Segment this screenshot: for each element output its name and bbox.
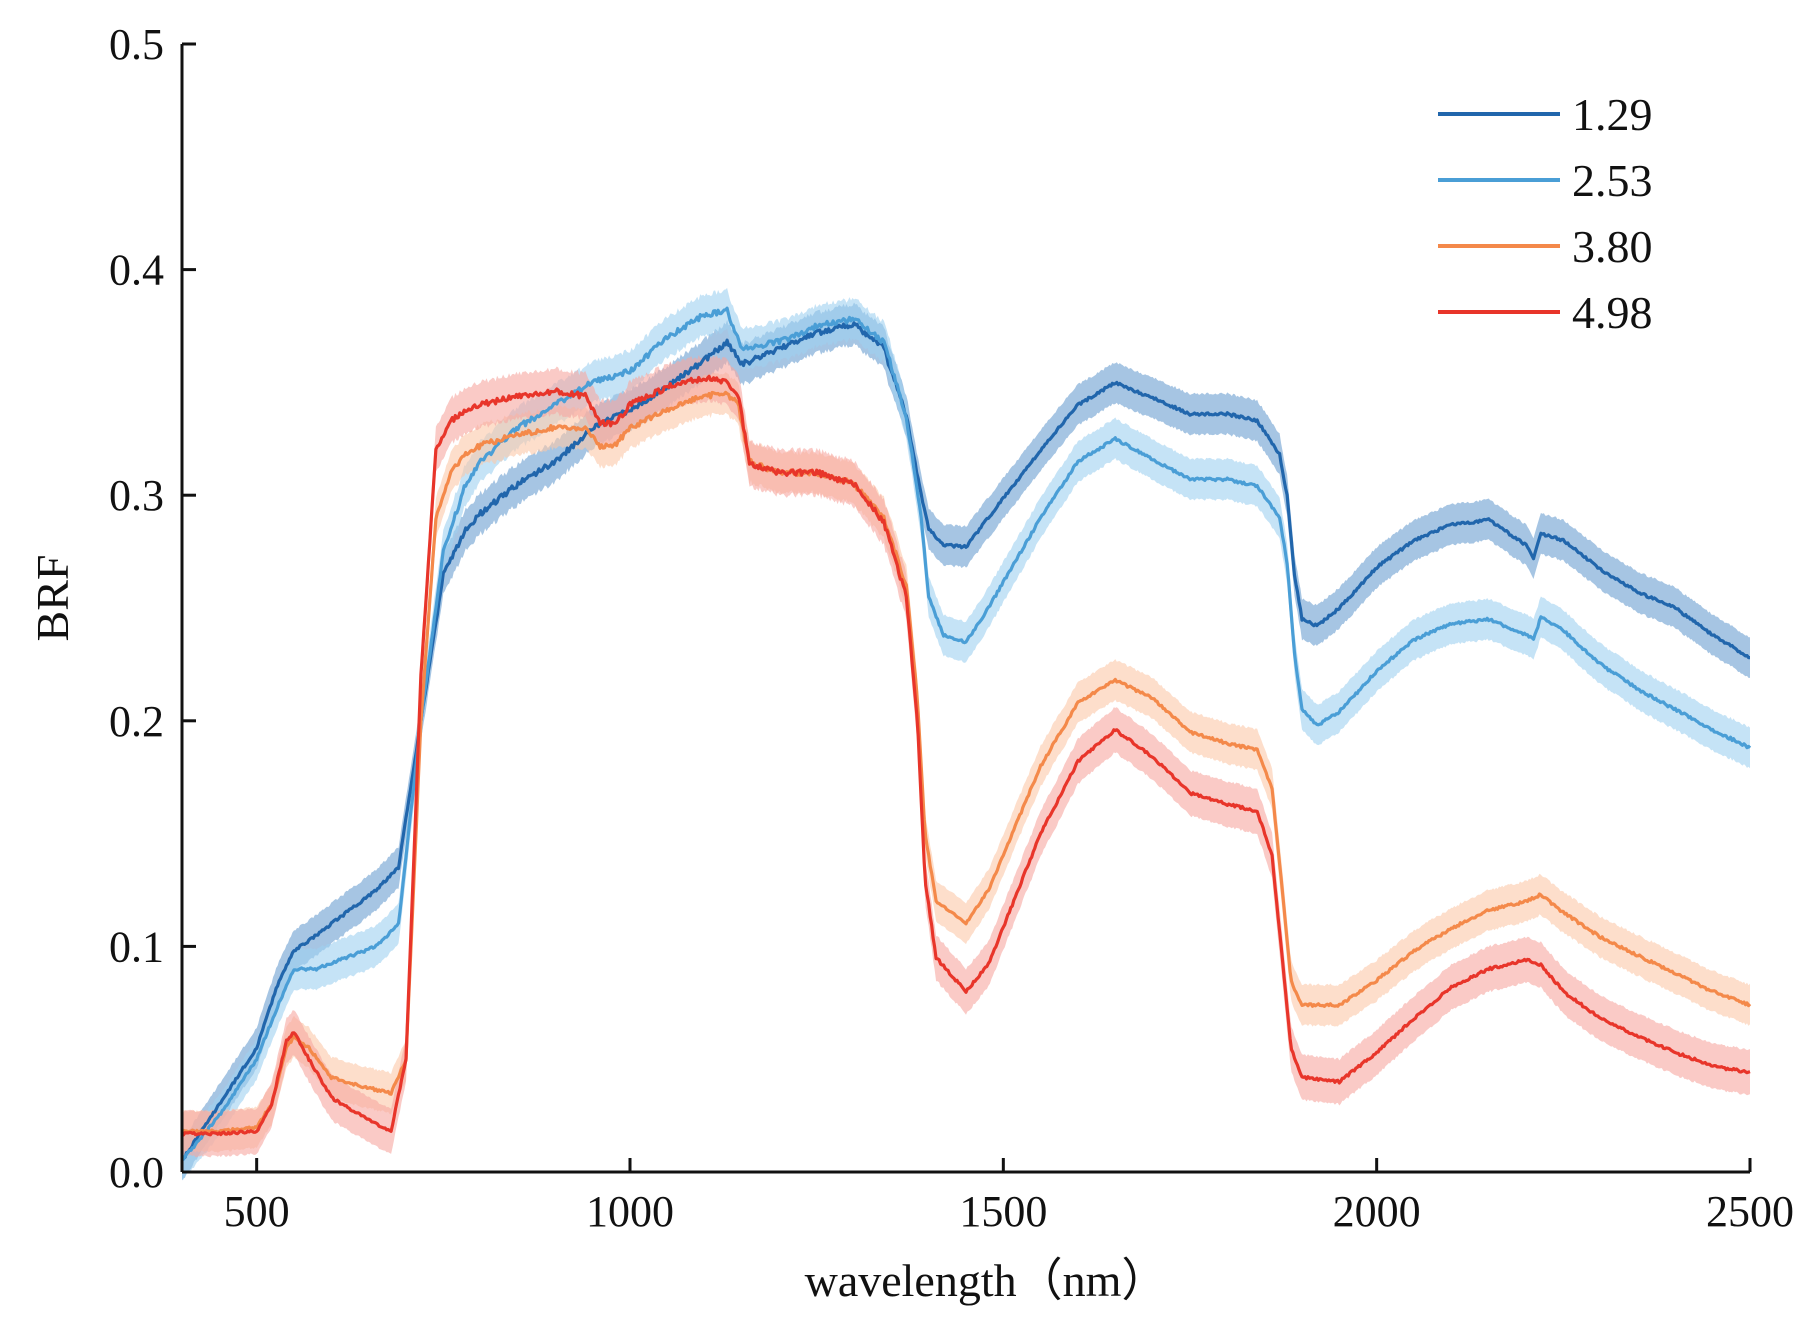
x-ticks: 500 1000 1500 2000 2500	[224, 1158, 1794, 1236]
y-tick-label: 0.3	[109, 471, 164, 520]
x-axis-title: wavelength（nm）	[805, 1255, 1168, 1306]
band-4.98	[182, 353, 1750, 1158]
x-tick-label: 1000	[586, 1187, 674, 1236]
x-tick-label: 1500	[959, 1187, 1047, 1236]
y-tick-label: 0.4	[109, 246, 164, 295]
axes	[180, 44, 1750, 1174]
series-line-1.29	[180, 321, 1751, 1161]
x-tick-label: 2500	[1706, 1187, 1794, 1236]
y-tick-label: 0.1	[109, 922, 164, 971]
legend-label-1.29: 1.29	[1572, 89, 1653, 140]
y-tick-label: 0.5	[109, 20, 164, 69]
band-3.80	[182, 372, 1750, 1154]
series-lines	[180, 306, 1752, 1162]
y-tick-label: 0.2	[109, 697, 164, 746]
uncertainty-bands	[182, 287, 1750, 1181]
x-tick-label: 2000	[1333, 1187, 1421, 1236]
y-tick-label: 0.0	[109, 1148, 164, 1197]
legend-label-3.80: 3.80	[1572, 221, 1653, 272]
y-axis-title: BRF	[27, 555, 78, 642]
legend: 1.29 2.53 3.80 4.98	[1438, 89, 1653, 338]
series-line-2.53	[181, 306, 1752, 1162]
legend-label-4.98: 4.98	[1572, 287, 1653, 338]
y-ticks: 0.0 0.1 0.2 0.3 0.4 0.5	[109, 20, 196, 1197]
x-tick-label: 500	[224, 1187, 290, 1236]
series-line-4.98	[181, 374, 1751, 1137]
series-line-3.80	[180, 390, 1752, 1135]
legend-label-2.53: 2.53	[1572, 155, 1653, 206]
